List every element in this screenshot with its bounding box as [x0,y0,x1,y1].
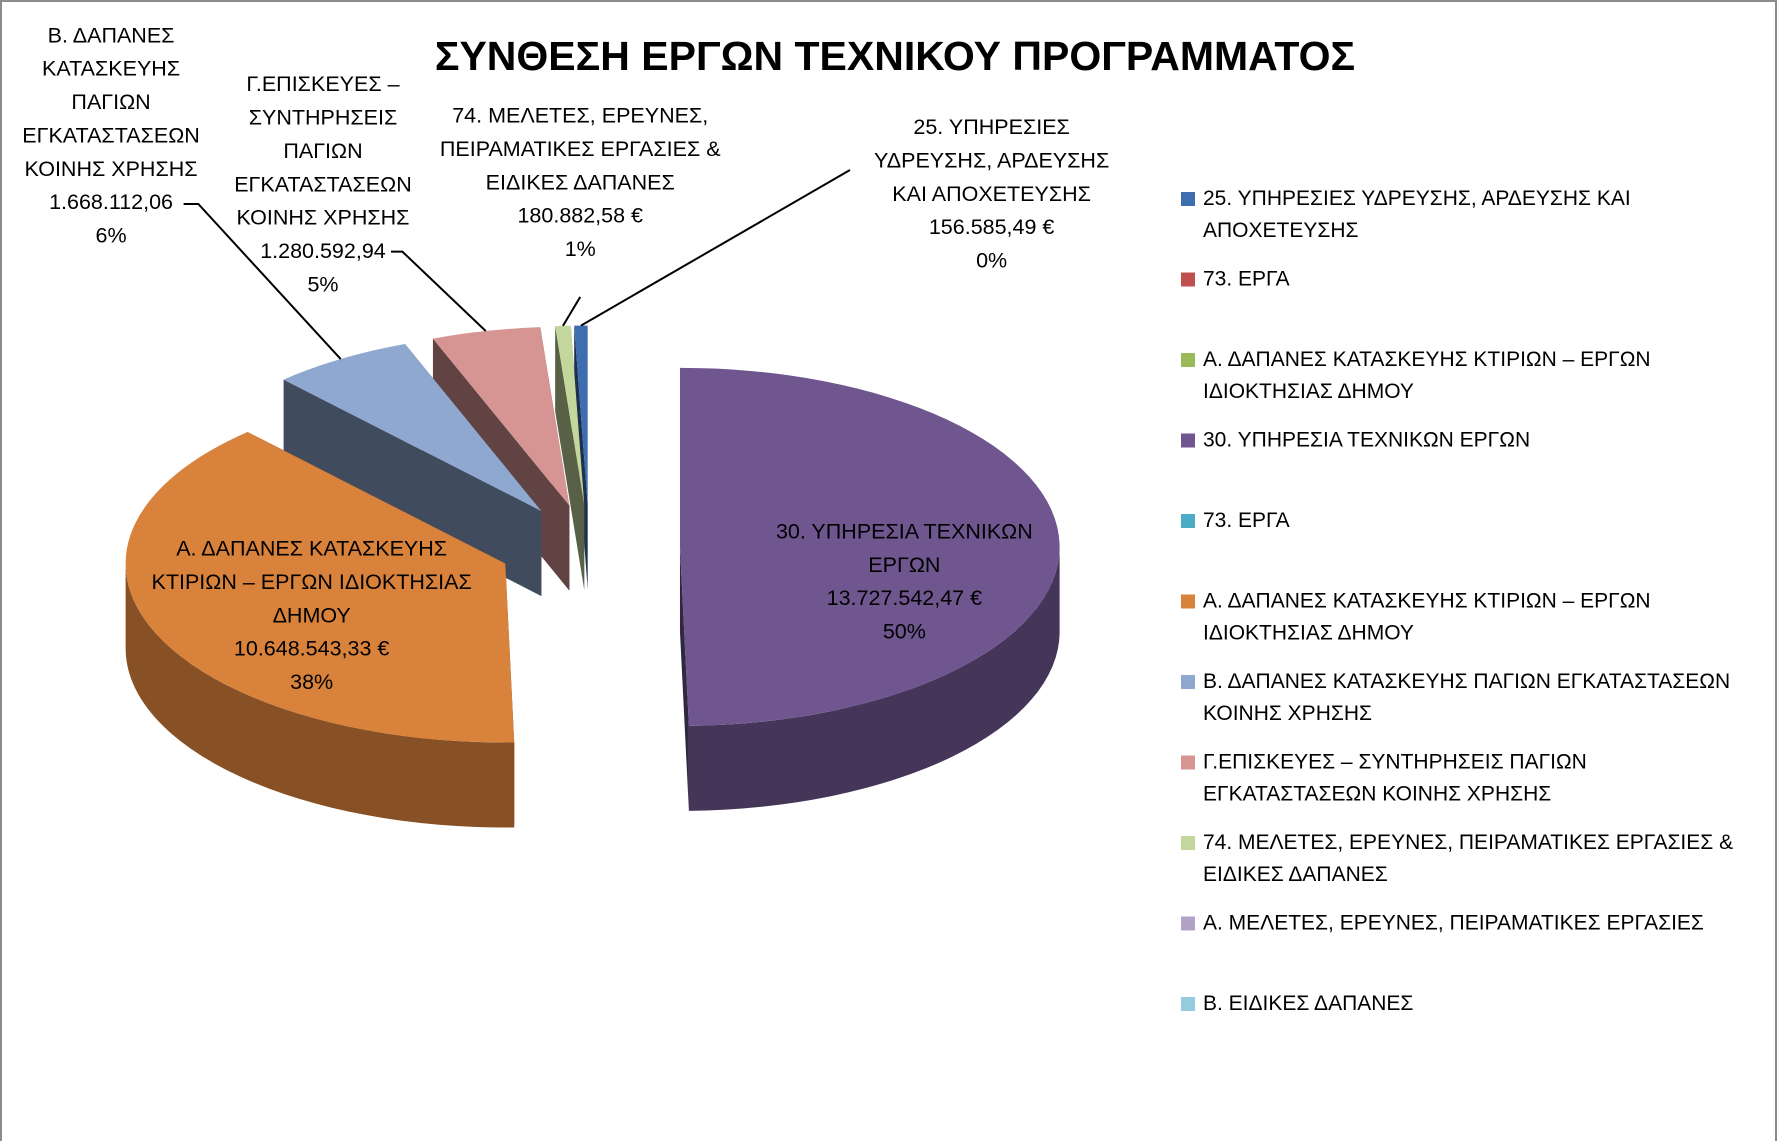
data-label-percent: 5% [307,272,338,296]
legend-swatch [1181,192,1195,206]
text-line: 25. ΥΠΗΡΕΣΙΕΣ [913,115,1069,139]
slice [574,325,588,505]
text-line: ΑΠΟΧΕΤΕΥΣΗΣ [1203,219,1359,242]
leader-line [183,202,342,360]
slice-wall [688,546,1060,811]
text-line: 30. ΥΠΗΡΕΣΙΑ ΤΕΧΝΙΚΩΝ [776,519,1033,543]
text-line: ΠΑΓΙΩΝ [283,139,362,163]
slice-wall [125,563,515,828]
legend-label: 74. ΜΕΛΕΤΕΣ, ΕΡΕΥΝΕΣ, ΠΕΙΡΑΜΑΤΙΚΕΣ ΕΡΓΑΣ… [1203,831,1733,886]
data-label-value: 156.585,49 € [929,215,1055,239]
text-line: ΚΟΙΝΗΣ ΧΡΗΣΗΣ [236,205,409,229]
slice-side [679,546,689,811]
legend-label: 73. ΕΡΓΑ [1203,267,1290,290]
data-label-value: 10.648.543,33 € [234,637,389,661]
text-line: ΠΑΓΙΩΝ [71,90,150,114]
text-line: Α. ΔΑΠΑΝΕΣ ΚΑΤΑΣΚΕΥΗΣ [176,536,447,560]
slice [555,325,585,505]
data-label-percent: 38% [290,670,333,694]
slice [283,343,542,512]
legend-label: 73. ΕΡΓΑ [1203,509,1290,532]
legend-swatch [1181,836,1195,850]
data-label-percent: 1% [565,237,596,261]
data-label-value: 13.727.542,47 € [827,586,982,610]
data-label-value: 1.280.592,94 [260,239,386,263]
text-line: Β. ΔΑΠΑΝΕΣ [48,23,175,47]
slice [432,327,570,506]
legend-swatch [1181,272,1195,287]
text-line: Α. ΜΕΛΕΤΕΣ, ΕΡΕΥΝΕΣ, ΠΕΙΡΑΜΑΤΙΚΕΣ ΕΡΓΑΣΙ… [1203,911,1704,934]
text-line: 74. ΜΕΛΕΤΕΣ, ΕΡΕΥΝΕΣ, [452,103,708,127]
text-line: 74. ΜΕΛΕΤΕΣ, ΕΡΕΥΝΕΣ, ΠΕΙΡΑΜΑΤΙΚΕΣ ΕΡΓΑΣ… [1203,831,1733,854]
legend-swatch [1181,353,1195,367]
legend-label: Β. ΔΑΠΑΝΕΣ ΚΑΤΑΣΚΕΥΗΣ ΠΑΓΙΩΝ ΕΓΚΑΤΑΣΤΑΣΕ… [1203,670,1730,725]
legend-label: 30. ΥΠΗΡΕΣΙΑ ΤΕΧΝΙΚΩΝ ΕΡΓΩΝ [1203,428,1530,451]
legend-label: Α. ΔΑΠΑΝΕΣ ΚΑΤΑΣΚΕΥΗΣ ΚΤΙΡΙΩΝ – ΕΡΓΩΝ ΙΔΙ… [1203,348,1651,403]
leader-line [562,296,582,327]
legend-swatch [1181,594,1195,609]
data-label-percent: 0% [976,248,1007,272]
slice-side [283,379,542,597]
text-line: 73. ΕΡΓΑ [1203,267,1290,290]
data-label-name: Γ.ΕΠΙΣΚΕΥΕΣ – ΣΥΝΤΗΡΗΣΕΙΣ ΠΑΓΙΩΝ ΕΓΚΑΤΑΣΤΑΣ… [234,72,412,230]
text-line: ΙΔΙΟΚΤΗΣΙΑΣ ΔΗΜΟΥ [1203,380,1414,403]
text-line: 25. ΥΠΗΡΕΣΙΕΣ ΥΔΡΕΥΣΗΣ, ΑΡΔΕΥΣΗΣ ΚΑΙ [1203,187,1631,210]
text-line: ΕΓΚΑΤΑΣΤΑΣΕΩΝ ΚΟΙΝΗΣ ΧΡΗΣΗΣ [1203,782,1551,805]
text-line: ΕΓΚΑΤΑΣΤΑΣΕΩΝ [22,123,200,147]
data-label-value: 180.882,58 € [517,204,643,228]
data-label-percent: 6% [96,224,127,248]
text-line: 30. ΥΠΗΡΕΣΙΑ ΤΕΧΝΙΚΩΝ ΕΡΓΩΝ [1203,428,1530,451]
text-line: ΚΑΙ ΑΠΟΧΕΤΕΥΣΗΣ [892,182,1091,206]
legend-label: Γ.ΕΠΙΣΚΕΥΕΣ – ΣΥΝΤΗΡΗΣΕΙΣ ΠΑΓΙΩΝ ΕΓΚΑΤΑΣΤ… [1203,750,1587,805]
text-line: ΚΑΤΑΣΚΕΥΗΣ [42,56,180,80]
text-line: ΕΓΚΑΤΑΣΤΑΣΕΩΝ [234,172,412,196]
text-line: Α. ΔΑΠΑΝΕΣ ΚΑΤΑΣΚΕΥΗΣ ΚΤΙΡΙΩΝ – ΕΡΓΩΝ [1203,348,1651,371]
leader-line [390,250,487,332]
text-line: ΚΤΙΡΙΩΝ – ΕΡΓΩΝ ΙΔΙΟΚΤΗΣΙΑΣ [152,570,472,594]
text-line: ΕΙΔΙΚΕΣ ΔΑΠΑΝΕΣ [1203,863,1388,886]
data-label-value: 1.668.112,06 [49,190,173,214]
text-line: ΣΥΝΤΗΡΗΣΕΙΣ [249,105,398,129]
text-line: Γ.ΕΠΙΣΚΕΥΕΣ – [246,72,399,96]
data-label-name: 74. ΜΕΛΕΤΕΣ, ΕΡΕΥΝΕΣ, ΠΕΙΡΑΜΑΤΙΚΕΣ ΕΡΓΑΣΙ… [440,103,721,194]
leader-line [580,169,851,327]
legend-label: Α. ΔΑΠΑΝΕΣ ΚΑΤΑΣΚΕΥΗΣ ΚΤΙΡΙΩΝ – ΕΡΓΩΝ ΙΔΙ… [1203,589,1651,644]
text-line: Γ.ΕΠΙΣΚΕΥΕΣ – ΣΥΝΤΗΡΗΣΕΙΣ ΠΑΓΙΩΝ [1203,750,1587,773]
text-line: ΙΔΙΟΚΤΗΣΙΑΣ ΔΗΜΟΥ [1203,621,1414,644]
legend-swatch [1181,755,1195,770]
slice [679,367,1060,726]
text-line: ΥΔΡΕΥΣΗΣ, ΑΡΔΕΥΣΗΣ [874,148,1109,172]
legend-swatch [1181,675,1195,689]
data-label-name: Α. ΔΑΠΑΝΕΣ ΚΑΤΑΣΚΕΥΗΣ ΚΤΙΡΙΩΝ – ΕΡΓΩΝ ΙΔΙ… [152,536,472,627]
data-label-name: Β. ΔΑΠΑΝΕΣ ΚΑΤΑΣΚΕΥΗΣ ΠΑΓΙΩΝ ΕΓΚΑΤΑΣΤΑΣΕΩΝ Κ… [22,23,200,181]
slice-side [555,326,585,590]
data-label-name: 25. ΥΠΗΡΕΣΙΕΣ ΥΔΡΕΥΣΗΣ, ΑΡΔΕΥΣΗΣ ΚΑΙ ΑΠΟΧΕ… [874,115,1109,206]
legend-swatch [1181,916,1195,931]
text-line: Β. ΕΙΔΙΚΕΣ ΔΑΠΑΝΕΣ [1203,992,1413,1015]
text-line: ΚΟΙΝΗΣ ΧΡΗΣΗΣ [25,157,198,181]
text-line: 73. ΕΡΓΑ [1203,509,1290,532]
data-label-percent: 50% [883,620,926,644]
legend-label: Β. ΕΙΔΙΚΕΣ ΔΑΠΑΝΕΣ [1203,992,1413,1015]
slice [125,431,515,743]
legend-label: Α. ΜΕΛΕΤΕΣ, ΕΡΕΥΝΕΣ, ΠΕΙΡΑΜΑΤΙΚΕΣ ΕΡΓΑΣΙ… [1203,911,1704,934]
text-line: ΚΟΙΝΗΣ ΧΡΗΣΗΣ [1203,702,1372,725]
slice-side [574,325,588,590]
text-line: Β. ΔΑΠΑΝΕΣ ΚΑΤΑΣΚΕΥΗΣ ΠΑΓΙΩΝ ΕΓΚΑΤΑΣΤΑΣΕ… [1203,670,1730,693]
legend-swatch [1181,997,1195,1011]
text-line: Α. ΔΑΠΑΝΕΣ ΚΑΤΑΣΚΕΥΗΣ ΚΤΙΡΙΩΝ – ΕΡΓΩΝ [1203,589,1651,612]
chart-title: ΣΥΝΘΕΣΗ ΕΡΓΩΝ ΤΕΧΝΙΚΟΥ ΠΡΟΓΡΑΜΜΑΤΟΣ [435,33,1355,79]
legend-swatch [1181,433,1195,448]
text-line: ΔΗΜΟΥ [273,603,351,627]
text-line: ΕΙΔΙΚΕΣ ΔΑΠΑΝΕΣ [486,170,675,194]
legend-label: 25. ΥΠΗΡΕΣΙΕΣ ΥΔΡΕΥΣΗΣ, ΑΡΔΕΥΣΗΣ ΚΑΙ ΑΠΟΧ… [1203,187,1631,242]
legend-swatch [1181,514,1195,528]
text-line: ΠΕΙΡΑΜΑΤΙΚΕΣ ΕΡΓΑΣΙΕΣ & [440,137,721,161]
text-line: ΕΡΓΩΝ [868,553,940,577]
data-label-name: 30. ΥΠΗΡΕΣΙΑ ΤΕΧΝΙΚΩΝ ΕΡΓΩΝ [776,519,1033,576]
